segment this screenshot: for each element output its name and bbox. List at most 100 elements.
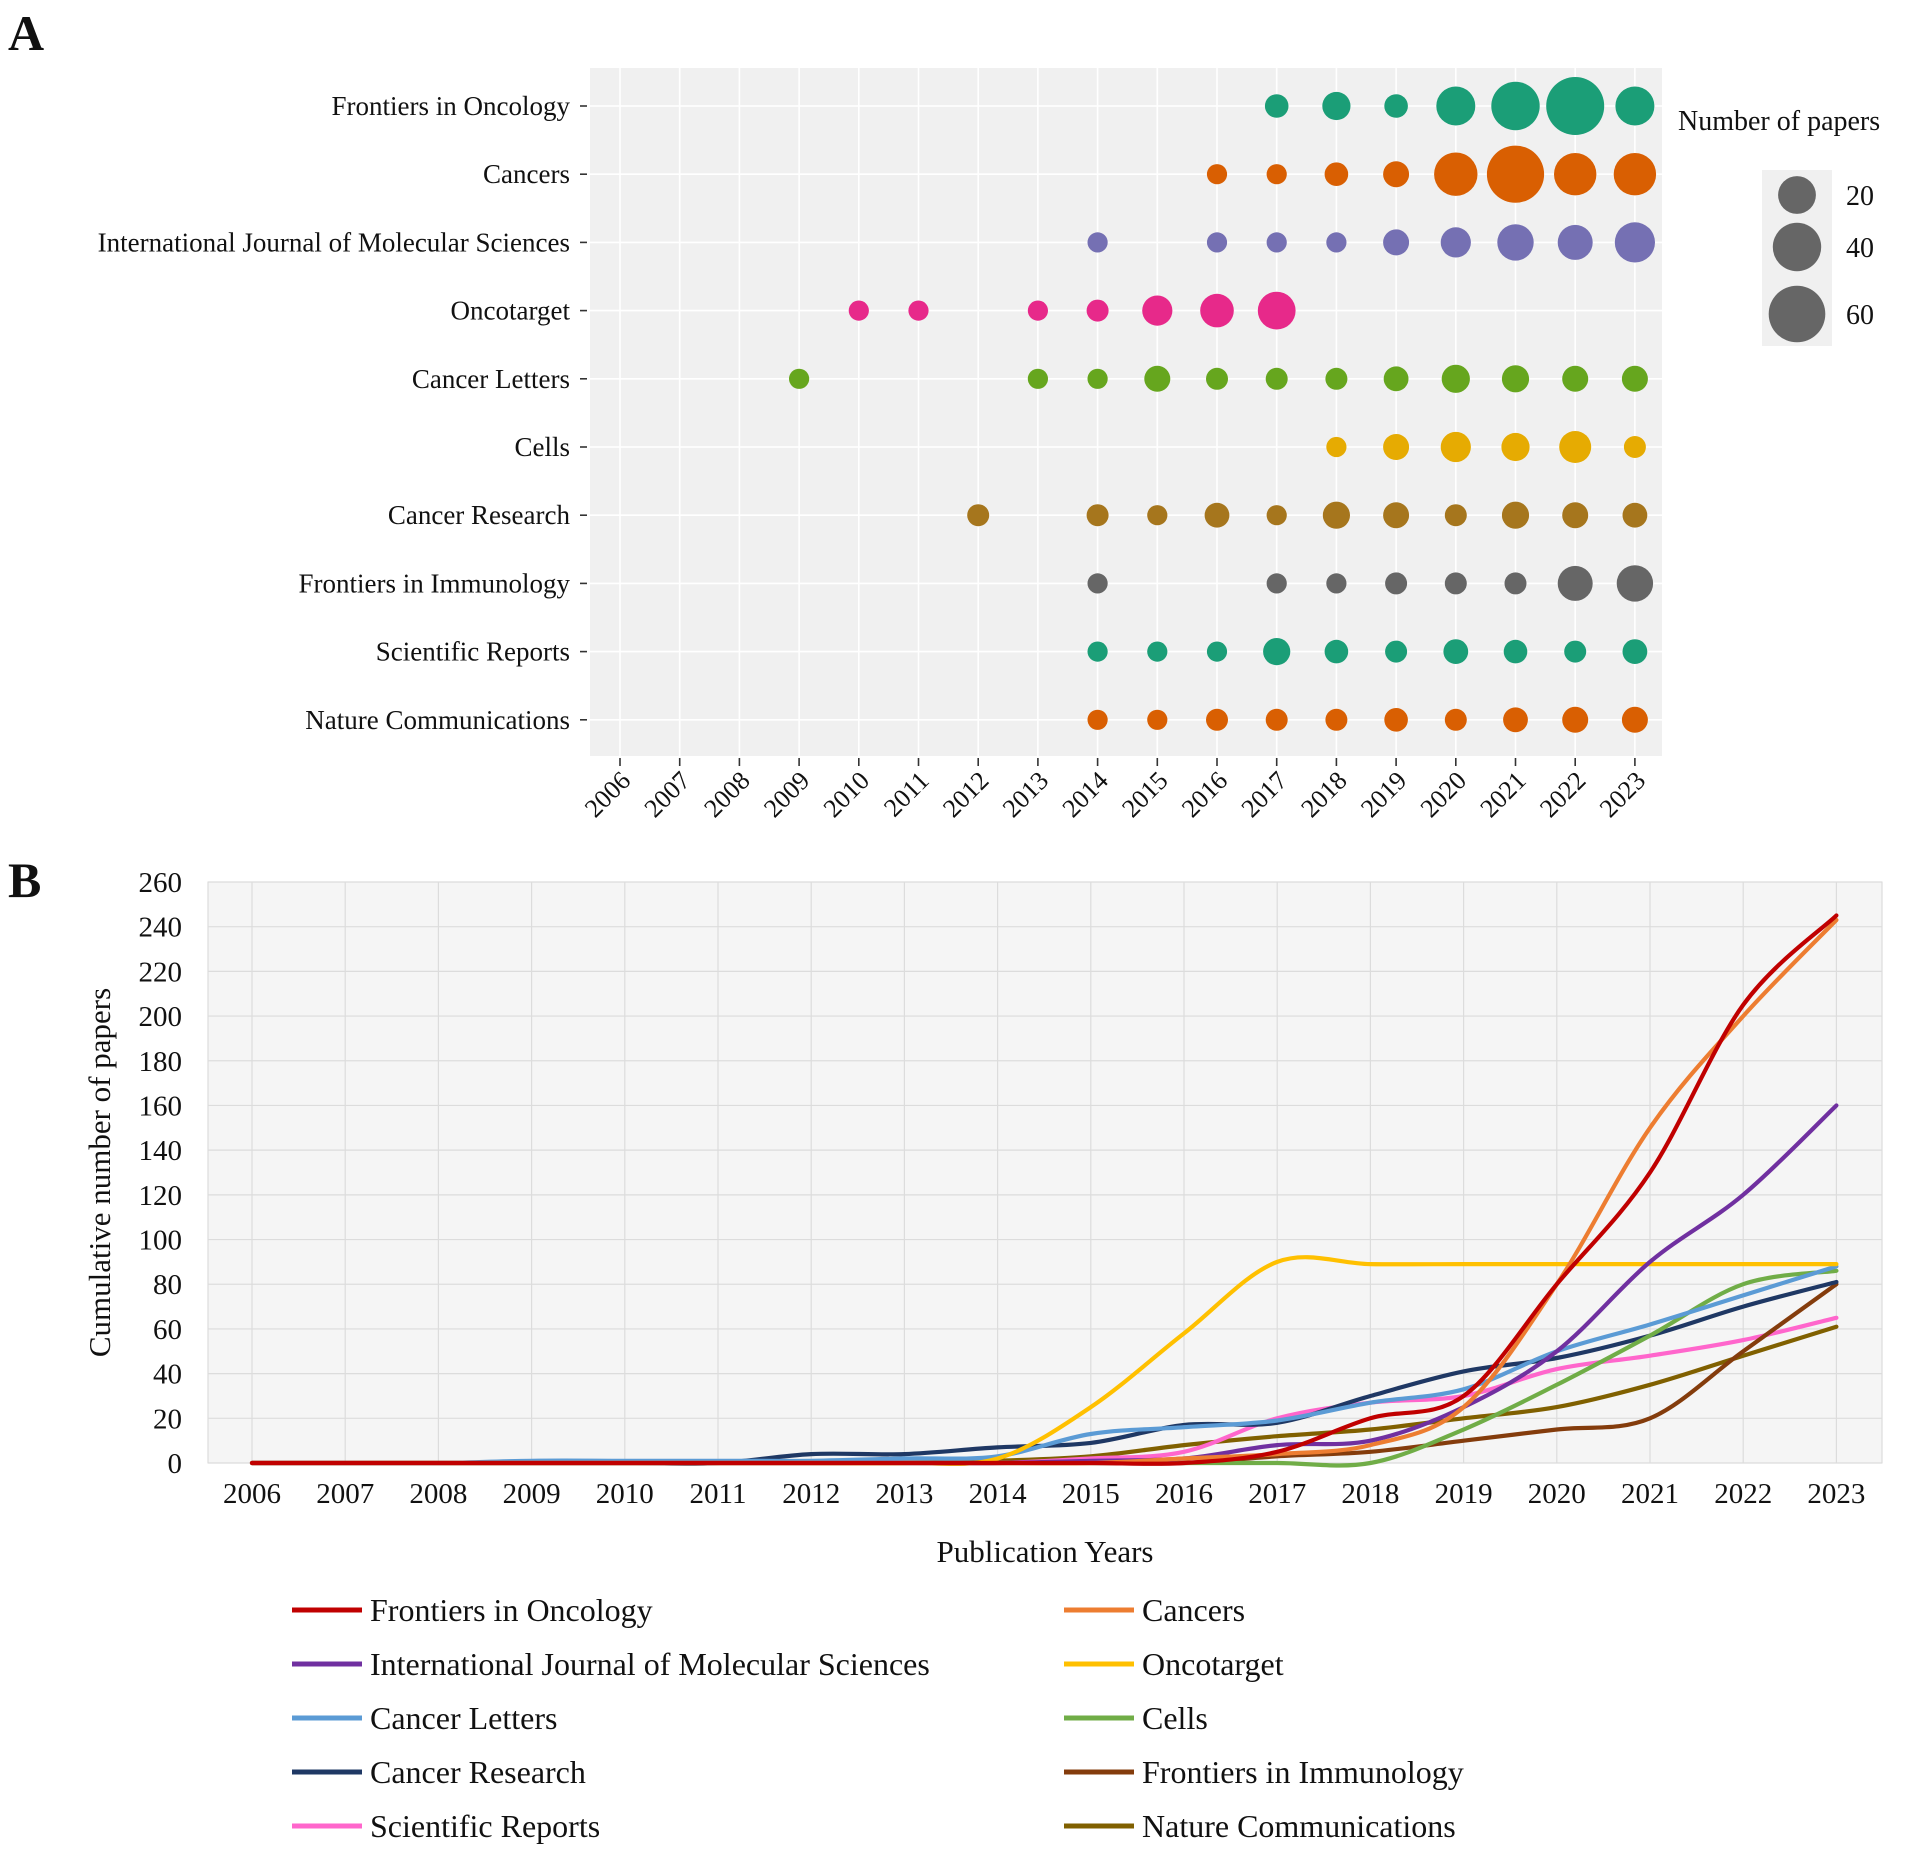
x-tick-label: 2023 (1807, 1478, 1865, 1510)
x-tick-label: 2011 (690, 1478, 747, 1510)
bubble (1027, 368, 1048, 389)
x-tick-label: 2009 (503, 1478, 561, 1510)
bubble (1613, 153, 1657, 196)
bubble (1266, 164, 1287, 185)
bubble (1621, 365, 1648, 392)
x-tick-label: 2016 (1155, 1478, 1213, 1510)
x-tick-label: 2017 (1248, 1478, 1306, 1510)
x-tick-label: 2006 (223, 1478, 281, 1510)
bubble (1486, 145, 1545, 203)
bubble (1087, 368, 1108, 389)
bubble (1501, 432, 1530, 462)
x-tick-label: 2023 (1594, 766, 1651, 823)
y-tick-label: International Journal of Molecular Scien… (98, 227, 570, 257)
x-tick-label: 2020 (1528, 1478, 1586, 1510)
plot-b-y-axis: 0 20 40 60 80 100 120 140 160 180 200 220 240 260 Cumu… (82, 867, 182, 1480)
x-tick-label: 2015 (1116, 766, 1173, 823)
bubble (1385, 640, 1408, 663)
bubble (1384, 94, 1408, 118)
bubble (1326, 436, 1347, 458)
plot-b-legend: Frontiers in Oncology Cancers Internationa… (292, 1592, 1464, 1844)
bubble (1444, 504, 1467, 527)
bubble (1206, 164, 1228, 185)
legend-label: Frontiers in Oncology (370, 1592, 653, 1628)
bubble (1557, 565, 1593, 601)
bubble (1554, 153, 1597, 196)
legend-label: Cancers (1142, 1592, 1245, 1628)
bubble (1147, 641, 1168, 662)
plot-a-y-axis: Frontiers in Oncology Cancers Internationa… (98, 91, 587, 735)
y-tick-label: Scientific Reports (376, 637, 570, 667)
bubble (1383, 434, 1410, 460)
size-legend-circle (1778, 176, 1816, 214)
series-line (249, 913, 1839, 1466)
bubble (1562, 706, 1589, 733)
bubble (1491, 81, 1540, 131)
y-tick-label: 80 (153, 1269, 182, 1301)
bubble (1383, 366, 1409, 392)
size-legend-label: 40 (1846, 233, 1874, 264)
size-legend: Number of papers 20 40 60 (1678, 106, 1880, 346)
y-tick-label: Frontiers in Oncology (332, 91, 571, 121)
bubble (1557, 224, 1593, 260)
y-tick-label: 200 (139, 1001, 183, 1033)
bubble (1265, 367, 1288, 390)
size-legend-circle (1772, 222, 1822, 272)
plot-b-background (207, 881, 1883, 1464)
bubble (1622, 502, 1648, 528)
bubble (1147, 505, 1168, 526)
legend-label: Cancer Research (370, 1754, 586, 1790)
size-legend-label: 20 (1846, 181, 1874, 212)
bubble (908, 300, 929, 321)
bubble (1504, 572, 1527, 595)
bubble (1325, 708, 1348, 731)
bubble (1564, 640, 1587, 663)
bubble (967, 504, 990, 527)
bubble (1383, 502, 1410, 529)
bubble (1325, 367, 1348, 390)
x-tick-label: 2010 (596, 1478, 654, 1510)
bubble (1324, 639, 1349, 664)
panel-a-label: A (8, 5, 45, 61)
size-legend-circle (1768, 285, 1826, 343)
bubble (1615, 86, 1655, 126)
bubble (1324, 162, 1349, 186)
bubble (1440, 227, 1471, 258)
bubble (1264, 94, 1289, 118)
x-tick-label: 2012 (937, 766, 994, 823)
y-tick-label: 240 (139, 912, 183, 944)
size-legend-title: Number of papers (1678, 106, 1880, 137)
bubble (1616, 565, 1654, 602)
legend-label: Cells (1142, 1700, 1208, 1736)
bubble (1622, 639, 1648, 664)
cumulative-line-chart: 0 20 40 60 80 100 120 140 160 180 200 220 240 260 Cumu… (82, 867, 1883, 1844)
bubble (1614, 222, 1655, 263)
plot-b-x-axis: 2006 2007 2008 2009 2010 2011 2012 2013 2014 2015… (223, 1478, 1865, 1569)
y-tick-label: 20 (153, 1403, 182, 1435)
bubble (1265, 708, 1288, 731)
x-axis-label: Publication Years (937, 1534, 1154, 1569)
x-tick-label: 2018 (1341, 1478, 1399, 1510)
bubble (1326, 232, 1347, 253)
x-tick-label: 2020 (1415, 766, 1472, 823)
x-tick-label: 2008 (698, 766, 755, 823)
size-legend-label: 60 (1846, 300, 1874, 331)
bubble (1147, 709, 1168, 730)
bubble (1322, 501, 1350, 529)
x-tick-label: 2018 (1295, 766, 1352, 823)
legend-label: Cancer Letters (370, 1700, 557, 1736)
bubble (1263, 638, 1291, 666)
plot-b-gridlines (208, 881, 1882, 1464)
bubble (1503, 639, 1528, 664)
bubble (1087, 709, 1108, 730)
plot-a-bubbles (789, 77, 1657, 733)
plot-b-series-lines (249, 913, 1839, 1468)
y-tick-label: Cancer Research (388, 500, 571, 530)
y-tick-label: Oncotarget (451, 296, 571, 326)
bubble (1441, 364, 1470, 393)
x-tick-label: 2013 (875, 1478, 933, 1510)
bubble-chart: Frontiers in Oncology Cancers Internationa… (98, 68, 1880, 823)
y-tick-label: 120 (139, 1180, 183, 1212)
y-tick-label: 40 (153, 1359, 182, 1391)
